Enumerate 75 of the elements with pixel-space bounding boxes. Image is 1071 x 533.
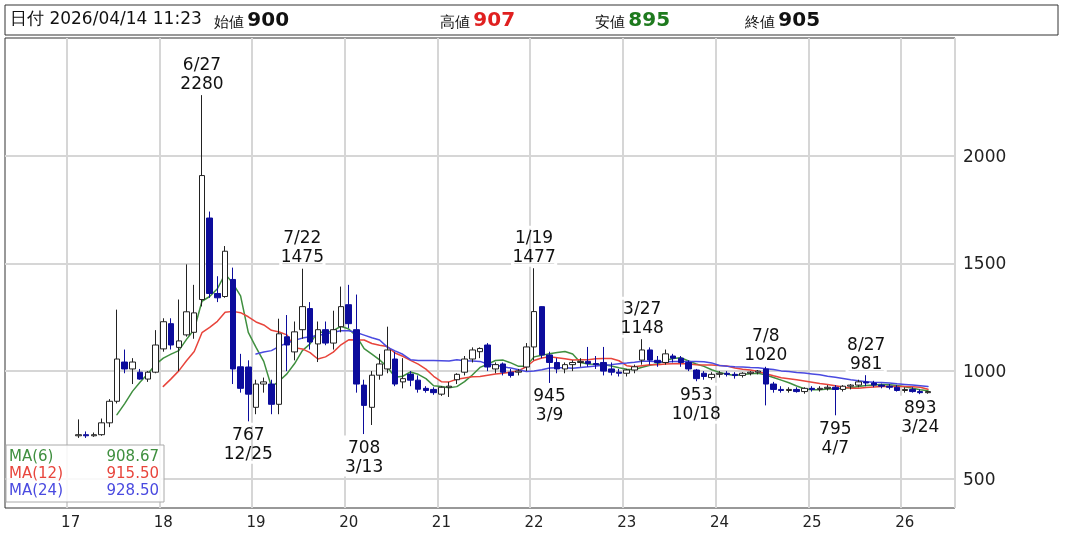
annotation: 795 4/7	[819, 417, 852, 457]
annotation: 7/22 1475	[280, 227, 324, 267]
annotation: 708 3/13	[345, 436, 384, 476]
candlestick	[809, 385, 815, 393]
candlestick	[168, 317, 174, 351]
text: 始値 900	[214, 7, 290, 31]
x-tick-label: 19	[246, 512, 266, 531]
annotation: 1/19 1477	[512, 226, 556, 266]
x-tick-label: 21	[431, 512, 451, 531]
x-tick-label: 23	[617, 512, 637, 531]
x-tick-label: 26	[895, 512, 915, 531]
candlestick	[863, 374, 869, 387]
x-tick-label: 22	[524, 512, 544, 531]
candlestick	[121, 349, 128, 374]
text: 終値 905	[744, 7, 821, 31]
annotation: 6/27 2280	[180, 53, 224, 93]
candlestick	[338, 286, 344, 333]
candlestick	[392, 351, 398, 387]
y-tick-label: 500	[963, 468, 996, 489]
candlestick	[176, 299, 182, 372]
y-tick-label: 1000	[963, 361, 1007, 382]
text: MA(12) 915.50	[9, 463, 159, 482]
x-tick-label: 17	[61, 512, 81, 531]
candlestick	[724, 370, 730, 377]
y-tick-label: 1500	[963, 253, 1007, 274]
candlestick	[670, 353, 676, 363]
annotation: 7/8 1020	[744, 325, 788, 365]
candlestick	[500, 361, 506, 376]
candlestick	[75, 418, 82, 439]
x-tick-label: 24	[709, 512, 729, 531]
candlestick	[284, 314, 290, 372]
candlestick	[322, 321, 329, 346]
candlestick	[307, 301, 313, 351]
annotation: 945 3/9	[533, 385, 566, 425]
candlestick	[786, 386, 792, 394]
candlestick	[291, 321, 298, 361]
candlestick	[793, 386, 800, 394]
candlestick	[83, 430, 89, 439]
text: 高値 907	[440, 7, 516, 31]
candlestick	[925, 390, 931, 395]
annotation: 767 12/25	[223, 423, 273, 463]
candlestick	[137, 368, 143, 381]
candlestick	[276, 318, 282, 415]
candlestick	[400, 357, 406, 389]
candlestick	[585, 346, 591, 368]
x-tick-label: 25	[802, 512, 822, 531]
candlestick	[330, 310, 337, 351]
candlestick	[268, 379, 275, 415]
annotation: 8/27 981	[847, 333, 886, 373]
candlestick	[515, 368, 522, 376]
candlestick	[662, 349, 669, 366]
x-tick-label: 20	[339, 512, 359, 531]
annotation: 893 3/24	[901, 396, 940, 436]
text: 安値 895	[595, 7, 671, 31]
candlestick	[222, 245, 228, 299]
candlestick	[315, 321, 321, 363]
candlestick	[902, 386, 908, 394]
candlestick	[732, 371, 738, 380]
candlestick	[508, 368, 514, 379]
chart-title: 日付 2026/04/14 11:23	[10, 7, 202, 28]
candlestick	[832, 384, 839, 416]
annotation: 3/27 1148	[620, 297, 664, 337]
annotation: 953 10/18	[671, 383, 721, 423]
candlestick	[484, 342, 491, 372]
candlestick	[801, 386, 808, 395]
text: MA(24) 928.50	[9, 480, 159, 499]
y-tick-label: 2000	[963, 145, 1007, 166]
candlestick	[454, 372, 460, 385]
x-tick-label: 18	[153, 512, 173, 531]
candlestick	[492, 361, 499, 374]
candlestick	[345, 284, 352, 329]
candlestick	[299, 268, 306, 340]
candlestick	[129, 357, 136, 385]
text: MA(6) 908.67	[9, 446, 159, 465]
candlestick	[199, 94, 205, 307]
